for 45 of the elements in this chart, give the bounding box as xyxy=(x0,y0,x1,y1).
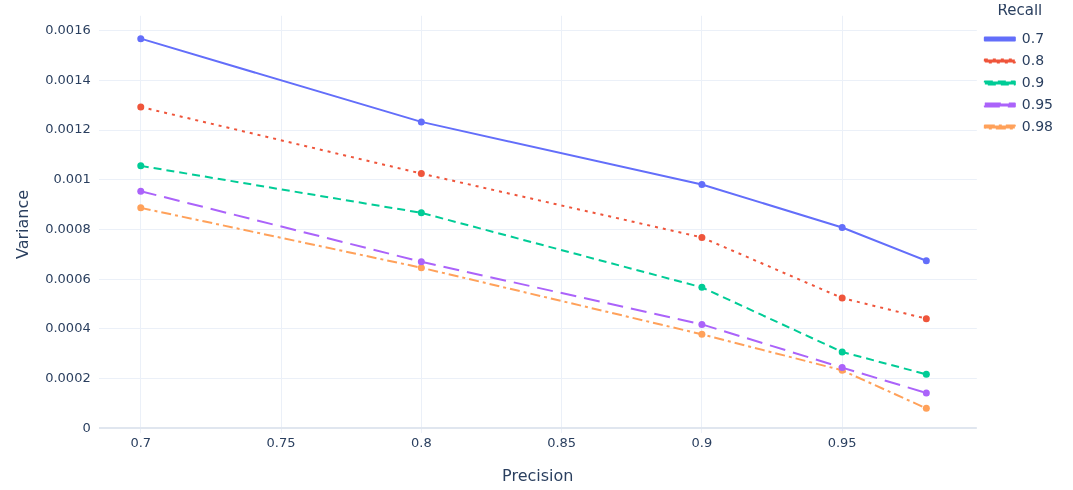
point xyxy=(417,118,425,126)
point xyxy=(698,233,706,241)
x-tick-label: 0.8 xyxy=(410,435,432,451)
point xyxy=(922,389,930,397)
x-tick-label: 0.7 xyxy=(130,435,152,451)
point xyxy=(417,209,425,217)
x-tick-label: 0.75 xyxy=(266,435,296,451)
y-tick-label: 0 xyxy=(82,419,91,435)
point xyxy=(922,370,930,378)
point xyxy=(698,181,706,188)
point xyxy=(922,315,930,323)
y-tick-label: 0.0012 xyxy=(45,121,91,137)
y-tick-label: 0.0016 xyxy=(45,22,91,38)
point xyxy=(417,258,425,266)
point xyxy=(137,187,145,195)
x-axis-title: Precision xyxy=(502,465,574,485)
legend-label: 0.7 xyxy=(1021,29,1045,46)
y-axis-title: Variance xyxy=(12,189,32,260)
point xyxy=(922,257,930,265)
point xyxy=(838,294,846,302)
y-tick-label: 0.0014 xyxy=(45,71,91,87)
point xyxy=(417,170,425,178)
point xyxy=(698,330,706,338)
point xyxy=(137,162,145,170)
legend-label: 0.95 xyxy=(1021,95,1053,112)
point xyxy=(137,204,145,212)
point xyxy=(137,35,145,43)
y-tick-label: 0.0004 xyxy=(45,320,91,336)
y-tick-label: 0.0006 xyxy=(45,270,91,286)
legend-label: 0.98 xyxy=(1021,117,1053,134)
legend-label: 0.9 xyxy=(1021,73,1045,90)
point xyxy=(698,320,706,328)
point xyxy=(838,223,846,231)
point xyxy=(417,264,425,272)
y-tick-label: 0.0008 xyxy=(45,220,91,236)
x-tick-label: 0.9 xyxy=(691,435,713,451)
point xyxy=(838,348,846,356)
y-tick-label: 0.001 xyxy=(53,171,91,187)
x-tick-label: 0.95 xyxy=(827,435,857,451)
legend-label: 0.8 xyxy=(1021,51,1045,68)
x-tick-label: 0.85 xyxy=(547,435,577,451)
y-tick-label: 0.0002 xyxy=(45,369,91,385)
point xyxy=(698,283,706,291)
point xyxy=(137,103,145,111)
point xyxy=(922,404,930,412)
